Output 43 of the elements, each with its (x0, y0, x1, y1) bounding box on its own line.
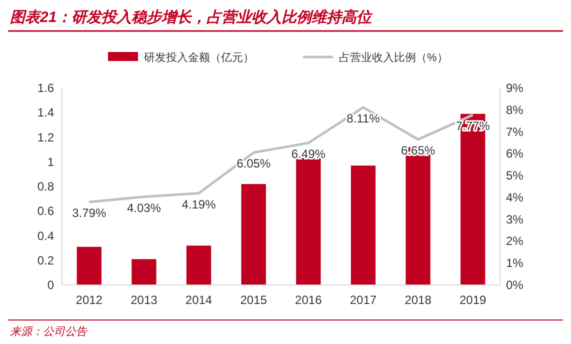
y2-tick-label: 2% (506, 234, 524, 248)
data-label: 6.49% (291, 146, 326, 161)
y-tick-label: 0.2 (37, 253, 54, 268)
bar (296, 158, 321, 285)
y2-tick-label: 7% (506, 124, 524, 139)
y-tick-label: 1.2 (37, 130, 54, 144)
y2-tick-label: 6% (506, 146, 524, 161)
y-tick-label: 0 (47, 278, 54, 292)
x-tick-label: 2013 (130, 293, 158, 307)
x-tick-label: 2012 (76, 293, 103, 307)
x-tick-label: 2015 (240, 293, 268, 307)
y2-tick-label: 4% (506, 190, 524, 204)
y-tick-label: 0.8 (37, 180, 54, 194)
x-tick-label: 2014 (185, 293, 212, 307)
data-label: 3.79% (72, 206, 106, 220)
data-label: 6.05% (236, 156, 271, 171)
y2-tick-label: 8% (506, 102, 524, 117)
bar (76, 246, 102, 285)
source-note: 来源：公司公告 (10, 325, 88, 338)
bar (350, 166, 376, 285)
legend-label: 占营业收入比例（%） (339, 51, 448, 64)
y2-tick-label: 1% (506, 256, 524, 270)
x-tick-label: 2017 (350, 293, 377, 307)
y-tick-label: 0.6 (37, 204, 54, 218)
chart-title: 图表21：研发投入稳步增长，占营业收入比例维持高位 (10, 8, 374, 26)
bar (186, 246, 212, 285)
y-tick-label: 1.6 (37, 81, 54, 95)
y2-tick-label: 0% (506, 278, 524, 292)
bar (132, 259, 156, 285)
x-tick-label: 2018 (404, 293, 432, 307)
y2-tick-label: 9% (506, 81, 524, 95)
y2-tick-label: 5% (506, 168, 524, 183)
data-label: 4.03% (126, 200, 162, 215)
y-tick-label: 1 (47, 154, 54, 169)
bar (241, 184, 266, 285)
legend-label: 研发投入金额（亿元） (144, 51, 254, 64)
x-tick-label: 2019 (460, 293, 487, 307)
x-tick-label: 2016 (295, 293, 322, 307)
data-label: 4.19% (182, 197, 216, 212)
y-tick-label: 1.4 (37, 106, 54, 120)
data-label: 8.11% (346, 111, 380, 126)
y-tick-label: 0.4 (37, 228, 54, 243)
y2-tick-label: 3% (506, 212, 524, 226)
